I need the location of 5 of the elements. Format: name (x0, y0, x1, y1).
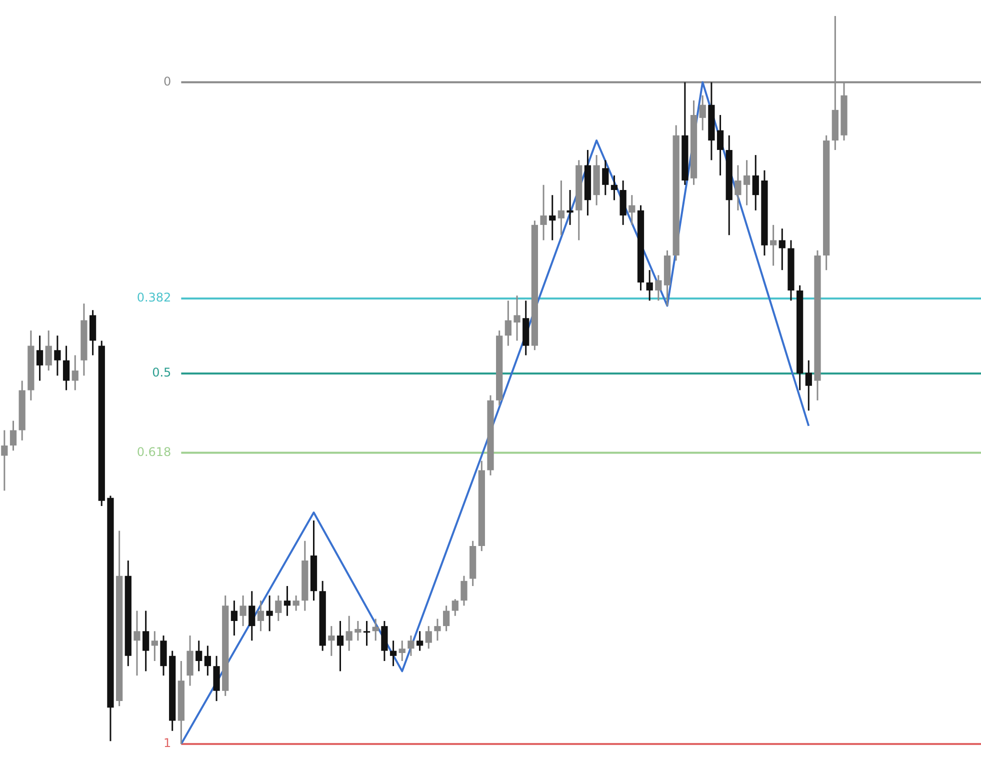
annotation: 0.618 (136, 444, 172, 459)
annotation: 0.5 (152, 366, 172, 380)
annotation: 1 (164, 736, 172, 750)
annotation: 0 (164, 74, 172, 88)
annotation: 0.382 (136, 290, 172, 305)
